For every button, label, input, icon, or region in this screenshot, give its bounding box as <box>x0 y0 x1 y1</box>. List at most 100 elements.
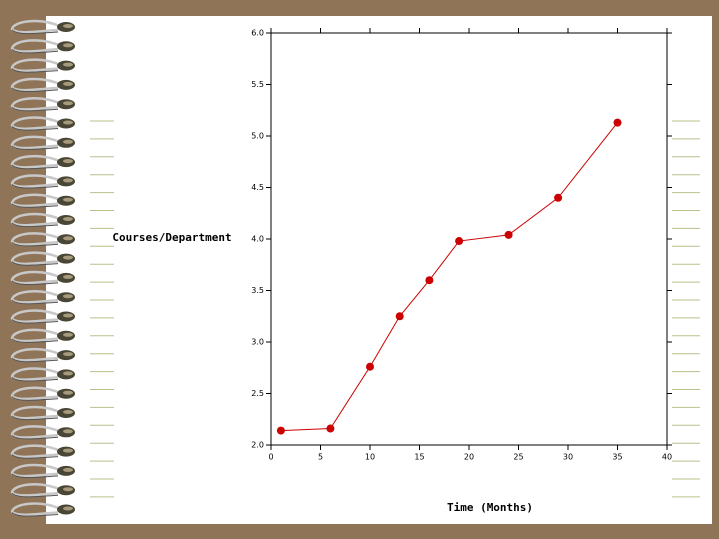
spiral-wire <box>10 154 63 169</box>
spiral-shadow <box>11 319 59 324</box>
spiral-shadow <box>11 164 59 170</box>
spiral-wire <box>10 328 63 343</box>
spiral-wire <box>10 19 63 34</box>
spiral-shadow <box>11 183 59 189</box>
x-tick-label: 25 <box>513 453 523 462</box>
spiral-wire <box>10 232 63 246</box>
spiral-shadow <box>11 241 59 247</box>
spiral-shadow <box>11 415 59 421</box>
x-tick-label: 20 <box>464 453 474 462</box>
spiral-hole-shine <box>63 448 73 453</box>
spiral-shadow <box>11 512 59 517</box>
x-axis-title: Time (Months) <box>447 501 533 514</box>
data-point <box>366 362 374 371</box>
y-tick-label: 6.0 <box>251 29 264 38</box>
spiral-hole-shine <box>63 236 73 241</box>
data-point <box>504 230 513 239</box>
spiral-hole-shine <box>63 255 73 260</box>
spiral-shadow <box>11 454 59 459</box>
spiral-hole-shine <box>63 24 73 28</box>
spiral-hole-shine <box>63 43 73 48</box>
spiral-shadow <box>11 203 59 208</box>
spiral-shadow <box>11 126 59 131</box>
data-point <box>455 237 464 246</box>
spiral-shadow <box>11 376 59 382</box>
spiral-wire <box>10 251 63 266</box>
spiral-wire <box>10 347 63 362</box>
spiral-hole-shine <box>63 506 73 511</box>
spiral-wire <box>10 58 63 73</box>
spiral-wire <box>10 135 63 150</box>
spiral-shadow <box>11 434 59 440</box>
spiral-shadow <box>11 106 59 112</box>
spiral-hole-shine <box>63 390 73 395</box>
x-tick-label: 40 <box>662 453 672 462</box>
spiral-wire <box>10 116 63 130</box>
y-tick-label: 5.0 <box>251 132 264 141</box>
data-point <box>395 312 404 321</box>
spiral-hole-shine <box>63 274 73 279</box>
spiral-hole-shine <box>63 197 73 202</box>
spiral-hole-shine <box>63 217 73 221</box>
decoration <box>10 19 700 517</box>
spiral-wire <box>10 425 63 439</box>
spiral-wire <box>10 309 63 323</box>
y-tick-label: 5.5 <box>251 80 264 89</box>
data-point <box>276 426 285 435</box>
y-tick-label: 2.5 <box>251 389 264 398</box>
data-point <box>326 424 335 433</box>
x-tick-label: 30 <box>563 453 573 462</box>
spiral-hole-shine <box>63 487 73 492</box>
spiral-wire <box>10 174 63 188</box>
spiral-wire <box>10 386 63 401</box>
spiral-hole-shine <box>63 62 73 67</box>
y-axis-title: Courses/Department <box>112 231 231 244</box>
spiral-hole-shine <box>63 371 73 376</box>
spiral-shadow <box>11 261 59 266</box>
spiral-hole-shine <box>63 294 73 299</box>
y-tick-label: 4.0 <box>251 235 264 244</box>
spiral-hole-shine <box>63 352 73 357</box>
spiral-shadow <box>11 357 59 363</box>
spiral-hole-shine <box>63 410 73 414</box>
spiral-shadow <box>11 29 59 35</box>
x-tick-label: 15 <box>414 453 424 462</box>
spiral-wire <box>10 405 63 420</box>
spiral-wire <box>10 193 63 208</box>
spiral-hole-shine <box>63 159 73 164</box>
spiral-wire <box>10 502 63 516</box>
spiral-wire <box>10 212 63 227</box>
spiral-shadow <box>11 68 59 73</box>
spiral-wire <box>10 39 63 53</box>
spiral-shadow <box>11 222 59 228</box>
spiral-wire <box>10 463 63 478</box>
x-tick-label: 5 <box>318 453 323 462</box>
spiral-shadow <box>11 473 59 479</box>
y-tick-label: 3.5 <box>251 286 264 295</box>
spiral-hole-shine <box>63 120 73 125</box>
data-point <box>554 193 563 202</box>
paper <box>46 16 712 524</box>
spiral-shadow <box>11 87 59 93</box>
data-point <box>425 276 434 285</box>
spiral-hole-shine <box>63 429 73 434</box>
y-tick-label: 2.0 <box>251 441 264 450</box>
data-point <box>613 118 622 127</box>
x-tick-label: 10 <box>365 453 375 462</box>
spiral-shadow <box>11 280 59 286</box>
y-tick-label: 3.0 <box>251 338 264 347</box>
x-tick-label: 0 <box>268 453 273 462</box>
spiral-wire <box>10 444 63 459</box>
spiral-shadow <box>11 338 59 343</box>
spiral-shadow <box>11 492 59 498</box>
spiral-shadow <box>11 396 59 401</box>
spiral-hole-shine <box>63 332 73 337</box>
spiral-shadow <box>11 145 59 150</box>
x-tick-label: 35 <box>612 453 622 462</box>
spiral-wire <box>10 367 63 381</box>
spiral-hole-shine <box>63 139 73 144</box>
spiral-wire <box>10 270 63 285</box>
spiral-hole-shine <box>63 313 73 318</box>
spiral-shadow <box>11 299 59 305</box>
